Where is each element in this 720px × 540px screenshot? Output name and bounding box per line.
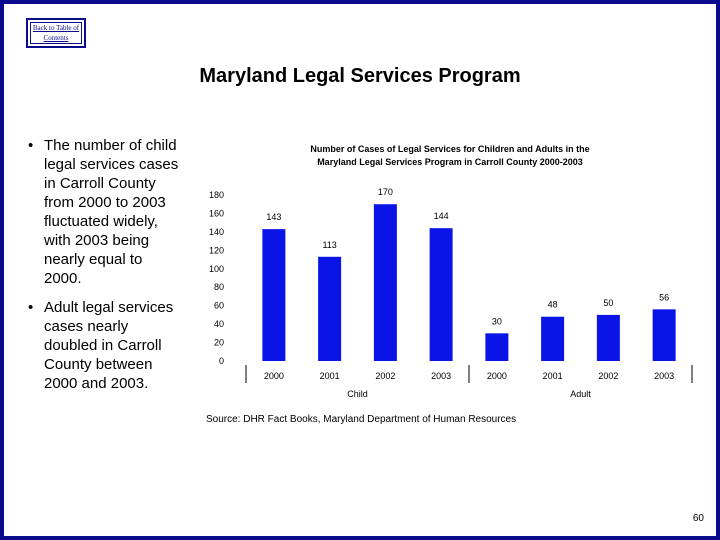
chart-title-line: Number of Cases of Legal Services for Ch… xyxy=(310,144,590,154)
bar-chart: 0 20 40 60 80 100 120 140 160 180 143 2000 113 2001 17… xyxy=(209,187,693,399)
bar xyxy=(262,229,286,361)
bar xyxy=(318,256,342,361)
bullet-list: • The number of child legal services cas… xyxy=(24,136,184,403)
group-label: Child xyxy=(347,389,368,399)
y-tick-label: 140 xyxy=(209,227,224,237)
data-label: 113 xyxy=(322,240,336,250)
x-tick-label: 2003 xyxy=(654,371,674,381)
bullet-text: Adult legal services cases nearly double… xyxy=(44,299,174,392)
y-tick-label: 80 xyxy=(214,282,224,292)
bar xyxy=(541,316,565,361)
x-tick-label: 2000 xyxy=(264,371,284,381)
x-tick-label: 2000 xyxy=(487,371,507,381)
y-tick-label: 160 xyxy=(209,208,224,218)
bar xyxy=(485,333,509,361)
y-tick-label: 20 xyxy=(214,338,224,348)
page-number: 60 xyxy=(692,513,704,524)
data-label: 170 xyxy=(378,187,393,197)
bar xyxy=(429,228,453,361)
bar xyxy=(373,204,397,361)
page-title: Maryland Legal Services Program xyxy=(199,65,521,87)
x-tick-label: 2001 xyxy=(320,371,340,381)
data-label: 50 xyxy=(603,298,613,308)
bullet-item: • Adult legal services cases nearly doub… xyxy=(24,298,184,393)
y-tick-label: 100 xyxy=(209,264,224,274)
group-label: Adult xyxy=(570,389,591,399)
data-label: 56 xyxy=(659,292,669,302)
bullet-dot: • xyxy=(28,137,34,154)
chart-title-line: Maryland Legal Services Program in Carro… xyxy=(317,157,583,167)
bar xyxy=(596,314,620,361)
bullet-text: The number of child legal services cases… xyxy=(44,137,179,287)
x-tick-label: 2002 xyxy=(598,371,618,381)
y-tick-label: 180 xyxy=(209,190,224,200)
x-tick-label: 2001 xyxy=(543,371,563,381)
data-label: 30 xyxy=(492,316,502,326)
source-note: Source: DHR Fact Books, Maryland Departm… xyxy=(206,414,517,425)
bullet-item: • The number of child legal services cas… xyxy=(24,136,184,288)
bullet-dot: • xyxy=(28,299,34,316)
chart-title: Number of Cases of Legal Services for Ch… xyxy=(280,143,620,169)
y-tick-label: 40 xyxy=(214,319,224,329)
x-tick-label: 2002 xyxy=(375,371,395,381)
back-to-contents-link[interactable]: Back to Table of Contents xyxy=(26,18,86,48)
x-tick-label: 2003 xyxy=(431,371,451,381)
bar xyxy=(652,309,676,361)
y-tick-label: 60 xyxy=(214,301,224,311)
y-tick-label: 120 xyxy=(209,245,224,255)
data-label: 48 xyxy=(548,300,558,310)
data-label: 143 xyxy=(266,212,281,222)
data-label: 144 xyxy=(434,211,449,221)
y-tick-label: 0 xyxy=(219,356,224,366)
